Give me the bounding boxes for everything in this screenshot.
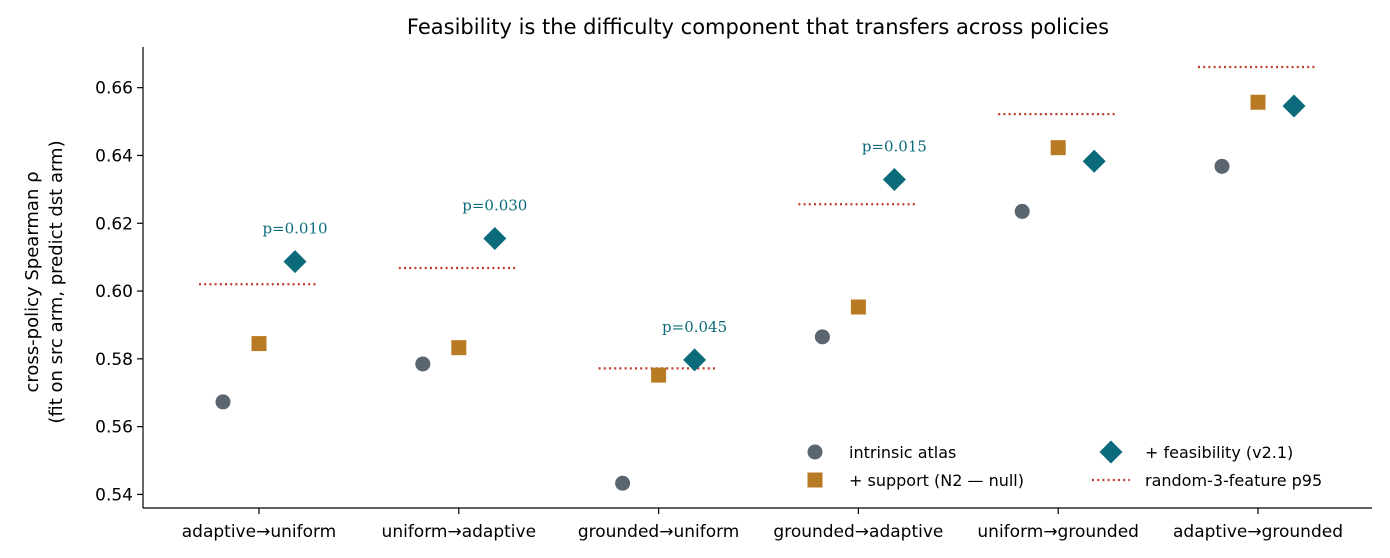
x-tick-label: adaptive→grounded	[1173, 522, 1343, 542]
data-point-diamond	[683, 348, 707, 372]
data-point-circle	[615, 475, 631, 491]
legend-label: random-3-feature p95	[1145, 471, 1322, 490]
data-point-diamond	[483, 227, 507, 251]
legend-marker-diamond	[1099, 440, 1123, 464]
y-tick-label: 0.58	[95, 350, 133, 370]
legend-marker-circle	[807, 444, 823, 460]
y-tick-label: 0.66	[95, 79, 133, 99]
y-tick-label: 0.60	[95, 282, 133, 302]
p-value-annotation: p=0.010	[262, 220, 327, 238]
data-point-circle	[1214, 158, 1230, 174]
p-value-annotation: p=0.015	[862, 138, 927, 156]
x-tick-label: uniform→grounded	[977, 522, 1139, 542]
legend-label: intrinsic atlas	[849, 443, 956, 462]
x-tick-label: uniform→adaptive	[382, 522, 536, 542]
data-point-circle	[415, 356, 431, 372]
plot-area: 0.54 0.56 0.58 0.60 0.62 0.64 0.66 adaptive→uni…	[95, 65, 1343, 542]
data-point-square	[1250, 94, 1266, 110]
p-value-annotation: p=0.030	[462, 197, 527, 215]
legend-label: + support (N2 — null)	[849, 471, 1024, 490]
chart-title: Feasibility is the difficulty component …	[407, 15, 1109, 39]
data-point-circle	[215, 394, 231, 410]
data-point-circle	[1014, 203, 1030, 219]
legend-label: + feasibility (v2.1)	[1145, 443, 1293, 462]
y-tick-label: 0.54	[95, 485, 133, 505]
data-point-circle	[814, 329, 830, 345]
data-point-square	[251, 336, 267, 352]
y-axis-label-line-1: cross-policy Spearman ρ	[22, 171, 43, 392]
data-point-square	[451, 340, 467, 356]
data-point-square	[850, 299, 866, 315]
p-value-annotation: p=0.045	[662, 318, 727, 336]
data-point-diamond	[1082, 149, 1106, 173]
data-point-diamond	[283, 250, 307, 274]
y-tick-label: 0.62	[95, 214, 133, 234]
legend: intrinsic atlas + support (N2 — null) + fe…	[807, 440, 1322, 490]
data-point-diamond	[1282, 94, 1306, 118]
x-tick-label: grounded→adaptive	[773, 522, 943, 542]
y-axis-label-line-2: (fit on src arm, predict dst arm)	[46, 140, 67, 423]
data-point-square	[1050, 140, 1066, 156]
legend-marker-square	[807, 472, 823, 488]
data-point-diamond	[882, 168, 906, 192]
x-tick-label: adaptive→uniform	[182, 522, 336, 542]
y-tick-label: 0.56	[95, 418, 133, 438]
x-tick-label: grounded→uniform	[578, 522, 740, 542]
y-tick-label: 0.64	[95, 146, 133, 166]
data-point-square	[651, 367, 667, 383]
